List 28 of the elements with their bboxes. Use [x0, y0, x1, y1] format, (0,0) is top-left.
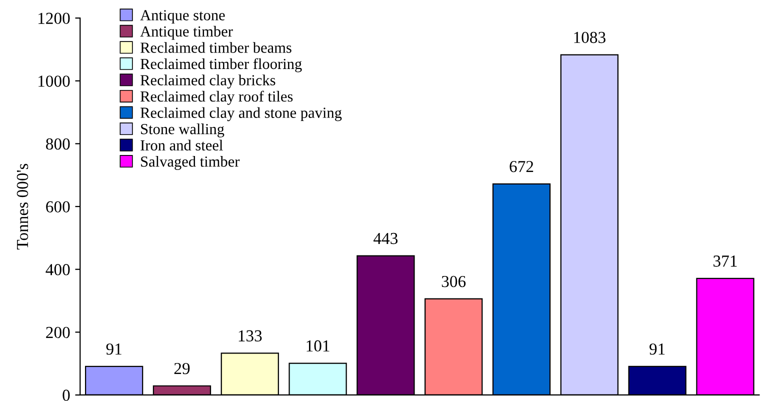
legend-label: Antique stone: [140, 10, 225, 24]
legend-label: Reclaimed timber beams: [140, 42, 292, 53]
legend-label: Antique timber: [140, 26, 233, 40]
legend-label: Reclaimed clay and stone paving: [140, 107, 342, 122]
y-tick-label: 0: [62, 390, 70, 401]
y-tick-label: 200: [46, 326, 70, 338]
legend-label: Reclaimed clay bricks: [140, 74, 276, 89]
y-tick-label: 400: [46, 264, 70, 276]
data-label: 443: [374, 232, 398, 244]
data-label: 672: [510, 160, 534, 172]
legend-label: Iron and steel: [140, 140, 223, 151]
data-label: 306: [442, 276, 466, 288]
data-label: 101: [306, 340, 330, 352]
data-label: 91: [106, 343, 122, 355]
legend-label: Reclaimed timber flooring: [140, 58, 302, 72]
y-tick-label: 800: [46, 138, 70, 150]
data-label: 29: [174, 362, 190, 374]
y-tick-label: 600: [46, 201, 70, 212]
y-tick-label: 1000: [38, 76, 70, 87]
data-label: 1083: [574, 32, 606, 44]
data-label: 133: [238, 330, 262, 342]
data-label: 91: [650, 343, 665, 355]
legend-label: Stone walling: [141, 123, 224, 138]
legend-label: Salvaged timber: [141, 156, 240, 170]
legend-label: Reclaimed clay roof tiles: [140, 90, 293, 105]
data-label: 371: [714, 256, 737, 267]
y-axis-title: Tonnes 000's: [16, 164, 28, 250]
y-tick-label: 1200: [38, 12, 70, 24]
